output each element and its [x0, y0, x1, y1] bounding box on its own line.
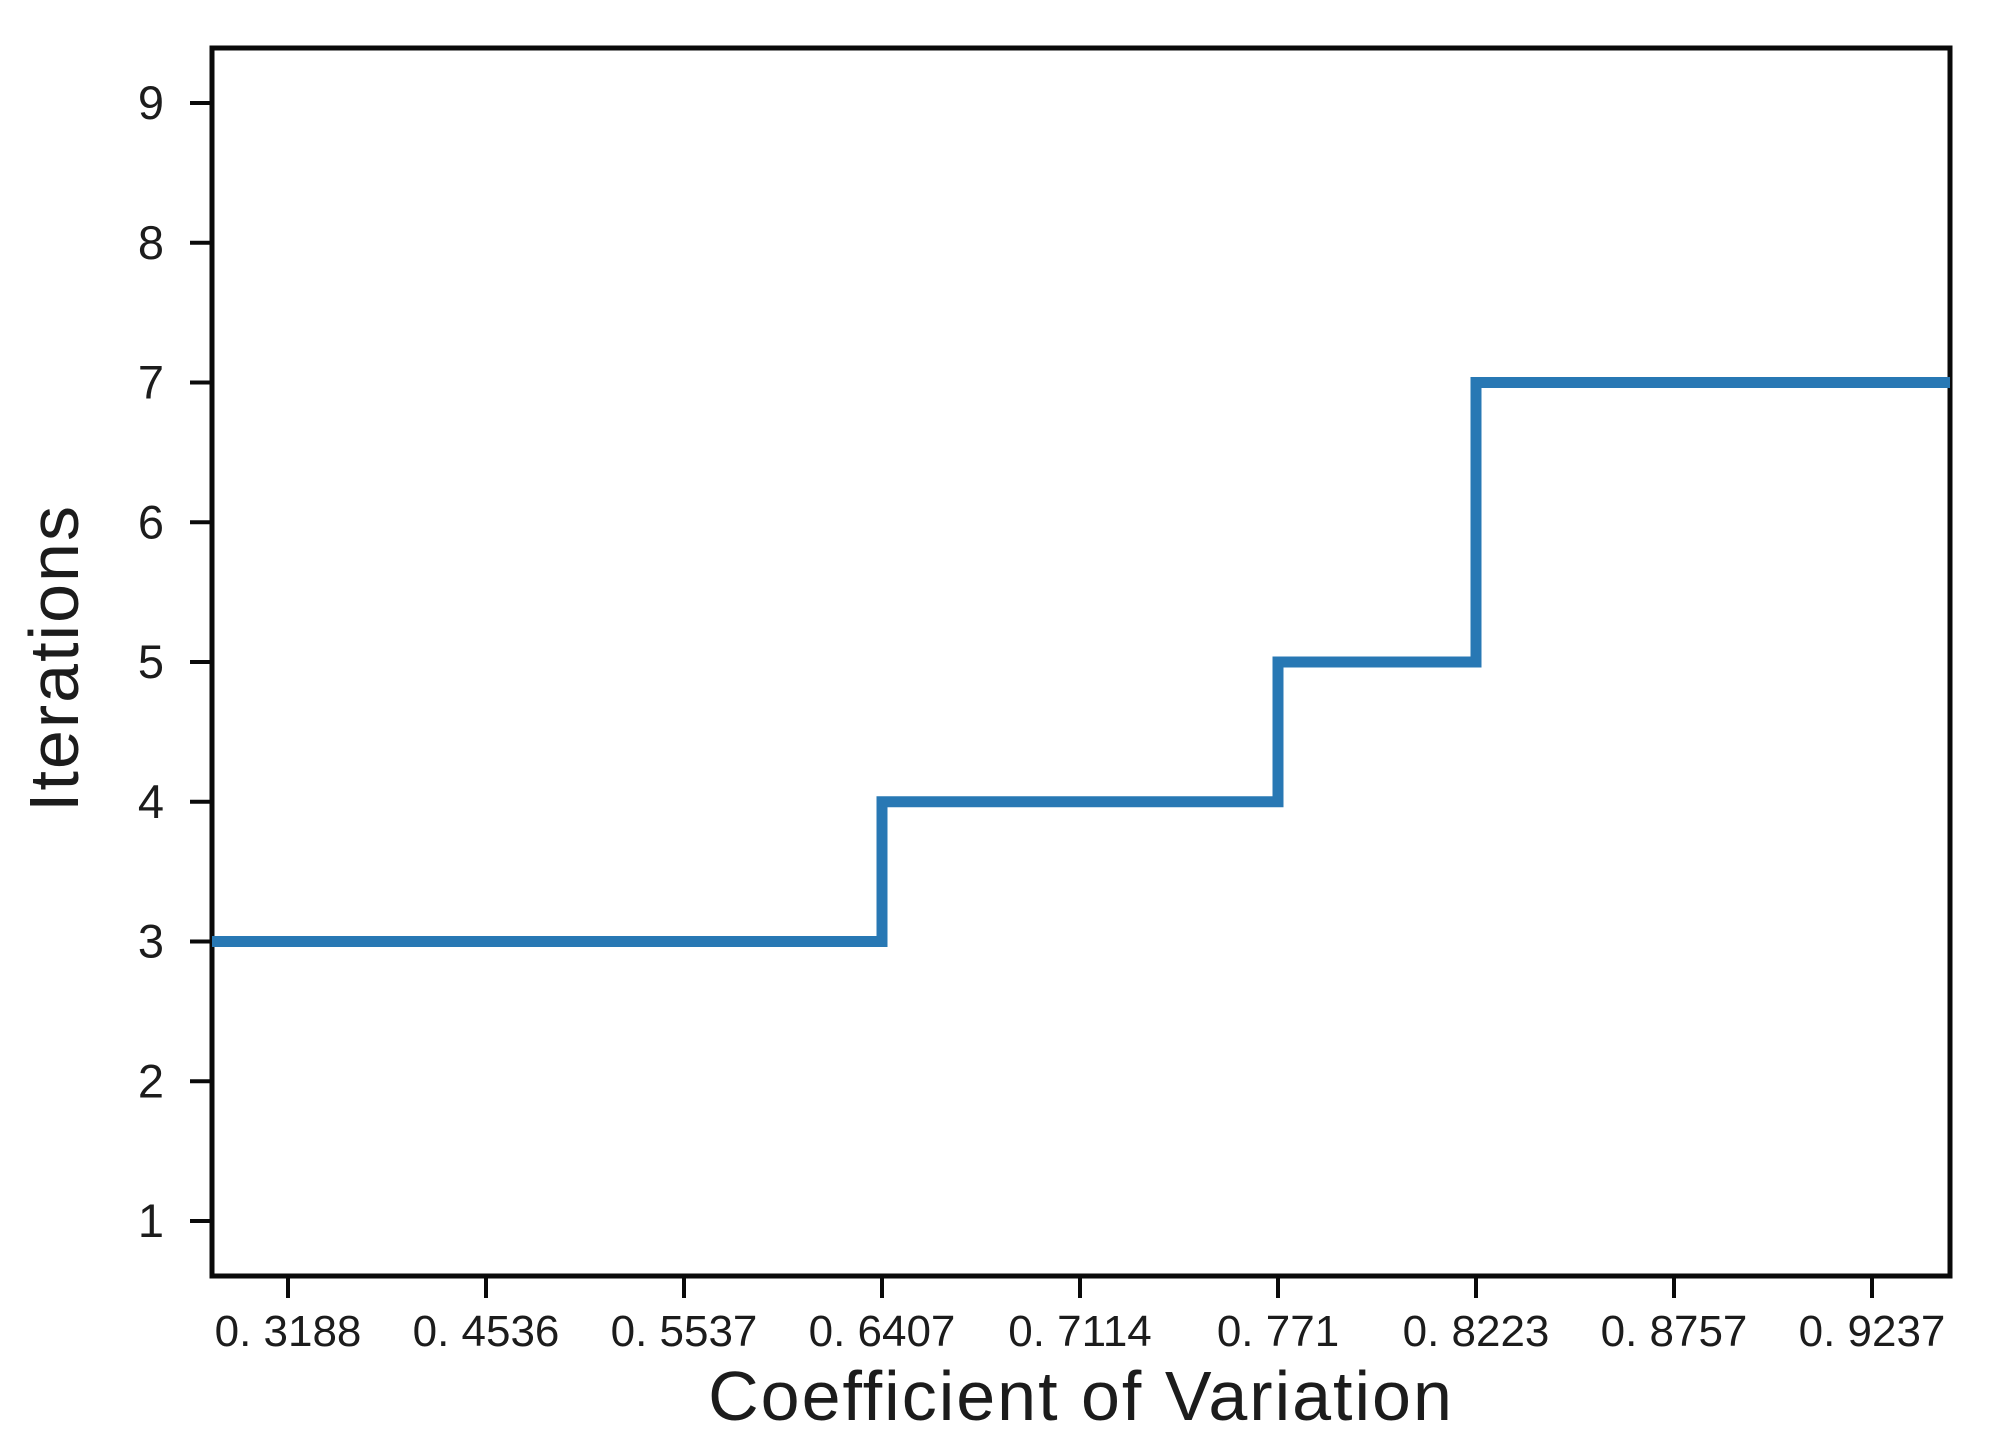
x-tick-label: 0. 8223: [1403, 1307, 1550, 1356]
x-tick-label: 0. 7114: [1008, 1307, 1152, 1356]
x-axis-ticks: [286, 1276, 1874, 1298]
y-tick-label: 1: [138, 1194, 164, 1247]
x-tick-label: 0. 771: [1217, 1307, 1339, 1356]
plot-frame: [209, 45, 1953, 1279]
x-tick-label: 0. 8757: [1601, 1307, 1748, 1356]
x-axis-title: Coefficient of Variation: [708, 1357, 1454, 1435]
y-axis-ticks: [190, 101, 212, 1223]
x-tick-label: 0. 6407: [809, 1307, 956, 1356]
y-tick-label: 9: [138, 76, 164, 129]
y-tick-label: 8: [138, 216, 164, 269]
y-tick-label: 2: [138, 1054, 164, 1107]
y-tick-labels: 1 2 3 4 5 6 7 8 9: [138, 76, 164, 1247]
y-axis-title: Iterations: [15, 504, 93, 812]
x-tick-label: 0. 3188: [215, 1307, 362, 1356]
y-tick-label: 3: [138, 915, 164, 968]
y-tick-label: 6: [138, 495, 164, 548]
x-tick-label: 0. 5537: [611, 1307, 758, 1356]
x-tick-labels: 0. 3188 0. 4536 0. 5537 0. 6407 0. 7114 0. 77…: [215, 1307, 1946, 1356]
x-tick-label: 0. 9237: [1799, 1307, 1946, 1356]
x-tick-label: 0. 4536: [413, 1307, 560, 1356]
y-tick-label: 4: [138, 775, 164, 828]
step-line: [212, 377, 1950, 947]
y-tick-label: 7: [138, 356, 164, 409]
y-tick-label: 5: [138, 635, 164, 688]
